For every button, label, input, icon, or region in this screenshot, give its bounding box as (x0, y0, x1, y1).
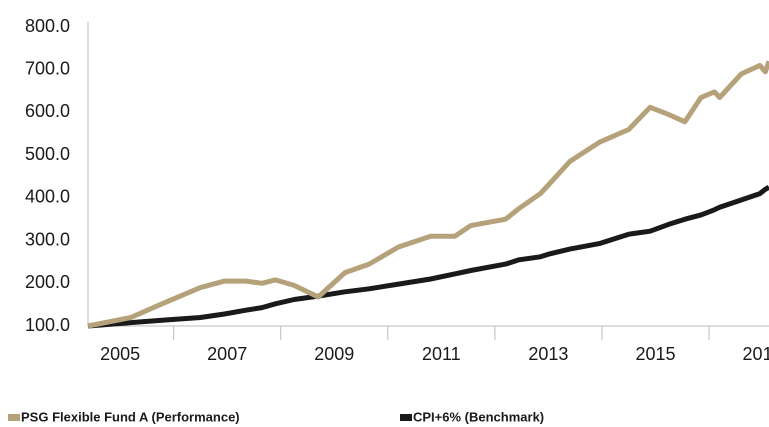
legend-label: PSG Flexible Fund A (Performance) (21, 409, 240, 424)
legend-swatch (8, 414, 20, 421)
y-tick-label: 300.0 (25, 229, 70, 249)
x-tick-label: 2017 (743, 344, 769, 364)
x-tick-label: 2011 (422, 344, 461, 364)
legend-swatch (400, 414, 412, 421)
y-tick-label: 500.0 (25, 144, 70, 164)
y-tick-label: 200.0 (25, 272, 70, 292)
y-tick-label: 100.0 (25, 315, 70, 335)
x-tick-label: 2013 (528, 344, 568, 364)
y-tick-label: 600.0 (25, 101, 70, 121)
x-tick-label: 2009 (314, 344, 354, 364)
x-tick-label: 2015 (635, 344, 675, 364)
legend-label: CPI+6% (Benchmark) (413, 409, 544, 424)
series-line (87, 185, 769, 329)
y-tick-label: 400.0 (25, 187, 70, 207)
y-tick-label: 700.0 (25, 58, 70, 78)
y-tick-label: 800.0 (25, 16, 70, 36)
x-tick-label: 2005 (100, 344, 140, 364)
series-line (87, 60, 769, 329)
x-tick-label: 2007 (207, 344, 247, 364)
